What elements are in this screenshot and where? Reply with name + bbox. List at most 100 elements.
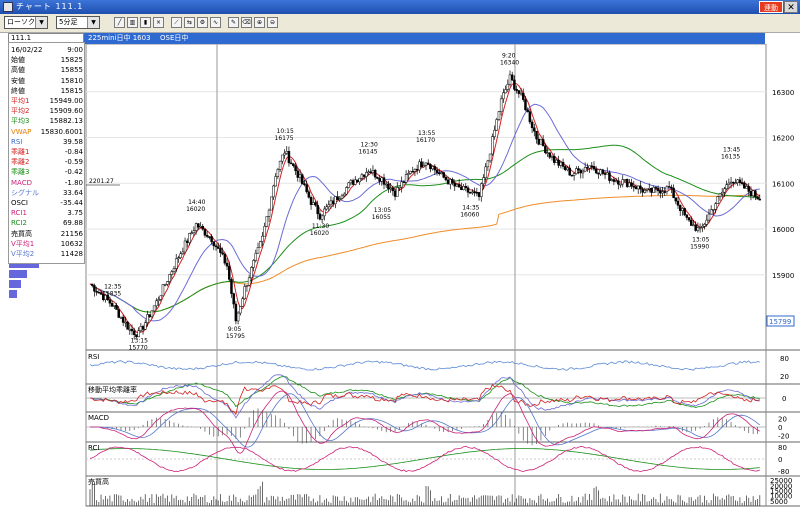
candle-body xyxy=(652,187,655,193)
zoom-in-icon[interactable]: ⊕ xyxy=(254,17,265,28)
candle-body xyxy=(365,172,368,177)
candle-body xyxy=(418,161,421,171)
volume-profile-bar xyxy=(9,280,21,288)
annotation-time: 9:20 xyxy=(502,52,516,59)
info-label: MACD xyxy=(11,178,32,187)
candle-body xyxy=(533,127,536,132)
candle-body xyxy=(530,121,534,129)
link-button[interactable]: 連動 xyxy=(759,1,783,13)
candle-body xyxy=(541,139,545,147)
dev1-line xyxy=(89,384,760,416)
candle-body xyxy=(144,322,147,330)
candle-body xyxy=(404,174,408,183)
candle-body xyxy=(349,180,353,184)
candle-body xyxy=(241,298,244,307)
candle-body xyxy=(194,223,198,231)
candle-body xyxy=(723,188,726,193)
compare-icon[interactable]: ⇆ xyxy=(184,17,195,28)
macd-tick-label: -20 xyxy=(778,433,789,441)
info-value: 15882.13 xyxy=(49,117,83,126)
eraser-icon[interactable]: ⌫ xyxy=(241,17,252,28)
rci1-line xyxy=(89,445,760,473)
candle-body xyxy=(168,274,171,282)
info-value: -0.42 xyxy=(64,168,83,177)
indicator-icon[interactable]: ∿ xyxy=(210,17,221,28)
candle-body xyxy=(181,251,185,254)
annotation-price: 16175 xyxy=(275,135,294,142)
close-button[interactable]: ✕ xyxy=(784,1,798,13)
zoom-out-icon[interactable]: ⊖ xyxy=(267,17,278,28)
candle-body xyxy=(203,228,207,236)
volume-tick-label: 15000 xyxy=(770,487,792,495)
interval-select[interactable]: 5分足 ▼ xyxy=(56,16,100,29)
candle-body xyxy=(130,328,134,332)
candle-body xyxy=(298,174,302,178)
candle-body xyxy=(258,241,262,248)
candle-body xyxy=(608,172,611,181)
candle-body xyxy=(170,271,174,275)
annotation-time: 11:30 xyxy=(312,223,329,230)
trend-icon[interactable]: ⟋ xyxy=(171,17,182,28)
candle-body xyxy=(272,185,275,198)
candle-body xyxy=(709,209,713,215)
candle-body xyxy=(254,252,258,261)
candle-body xyxy=(690,219,693,226)
candle-body xyxy=(183,240,187,253)
candle-body xyxy=(732,181,735,184)
line-chart-icon[interactable]: ╱ xyxy=(114,17,125,28)
candle-body xyxy=(409,171,412,174)
info-label: 16/02/22 xyxy=(11,46,43,54)
exchange-label: OSE日中 xyxy=(160,34,189,42)
candle-body xyxy=(747,186,750,192)
candle-body xyxy=(650,188,653,193)
candle-body xyxy=(239,306,242,314)
annotation-price: 16020 xyxy=(310,230,329,237)
candle-body xyxy=(480,183,483,197)
candle-body xyxy=(261,235,264,242)
info-row: V平均1 10632 xyxy=(11,239,83,249)
candle-body xyxy=(535,130,538,140)
annotation-time: 9:05 xyxy=(228,326,242,333)
chart-area[interactable]: 16300 16200 16100 16000 15900 15799 12:3515835… xyxy=(0,44,800,507)
candle-body xyxy=(577,168,580,171)
candle-body xyxy=(712,208,715,211)
candle-body xyxy=(234,303,238,322)
candle-body xyxy=(336,196,339,200)
candle-body xyxy=(484,166,487,178)
candle-body xyxy=(749,191,753,197)
candle-body xyxy=(687,217,691,221)
info-row: 乖離1 -0.84 xyxy=(11,147,83,157)
candle-body xyxy=(400,181,403,188)
candle-body xyxy=(250,267,253,279)
candle-body xyxy=(630,182,633,187)
pencil-icon[interactable]: ✎ xyxy=(228,17,239,28)
macd-pane-label: MACD xyxy=(88,414,109,422)
candle-body xyxy=(681,208,684,211)
volume-tick-label: 5000 xyxy=(770,498,788,506)
candle-chart-icon[interactable]: ▮ xyxy=(140,17,151,28)
candle-body xyxy=(243,286,246,299)
candle-body xyxy=(575,168,578,174)
series-strip: 225mini日中 1603 OSE日中 xyxy=(84,33,765,44)
candle-body xyxy=(471,191,474,194)
candle-body xyxy=(121,316,125,323)
candle-body xyxy=(588,165,591,169)
settings-icon[interactable]: ⚙ xyxy=(197,17,208,28)
candle-body xyxy=(606,172,609,175)
candle-body xyxy=(491,136,494,155)
candle-body xyxy=(108,299,112,304)
candle-body xyxy=(548,152,552,158)
info-value: -0.59 xyxy=(64,158,83,167)
candle-body xyxy=(223,253,227,264)
bar-chart-icon[interactable]: ▥ xyxy=(127,17,138,28)
candle-body xyxy=(648,188,651,190)
candle-body xyxy=(614,180,618,182)
point-figure-icon[interactable]: × xyxy=(153,17,164,28)
price-tick-label: 16000 xyxy=(772,226,794,234)
candle-body xyxy=(208,236,211,238)
candle-body xyxy=(331,200,335,205)
chart-type-select[interactable]: ローソク ▼ xyxy=(4,16,48,29)
chart-app-icon xyxy=(3,2,13,12)
candle-body xyxy=(716,196,720,204)
candle-body xyxy=(625,178,629,187)
